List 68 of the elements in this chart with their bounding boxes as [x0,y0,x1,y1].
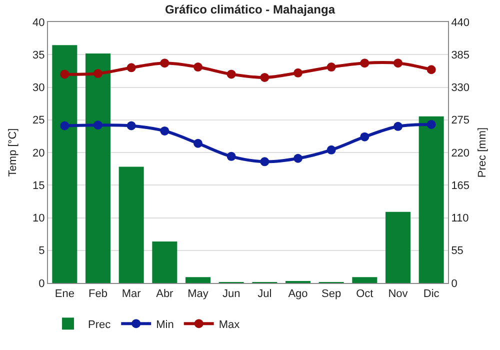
x-tick-label: Abr [156,288,174,300]
y-tick-label: 10 [32,212,45,225]
point [326,62,336,72]
point [194,62,202,72]
point [426,65,436,74]
point [294,154,302,163]
y2-tick-label: 275 [451,114,470,127]
point [94,69,102,78]
bar [118,166,144,283]
point [60,70,70,79]
x-tick-label: Ene [54,288,74,300]
x-tick-label: May [188,288,209,300]
y2-tick-label: 55 [451,245,464,258]
y-tick-label: 5 [38,245,45,258]
point [294,68,302,78]
point [260,157,270,166]
bar [186,277,210,283]
bar [52,45,78,283]
y2-tick-label: 385 [451,49,470,62]
y2-tick-label: 110 [451,212,469,225]
y-tick-label: 40 [32,16,45,29]
x-tick-label: Sep [322,288,342,300]
point [394,58,402,68]
y-tick-label: 20 [32,147,45,160]
y-tick-label: 15 [32,180,45,192]
point [126,121,136,130]
y-axis-title: Temp [°C] [7,128,19,177]
bar [352,277,378,283]
bar [386,212,410,283]
x-tick-label: Mar [122,288,142,300]
point [94,120,102,130]
x-tick-label: Feb [88,288,108,300]
point [226,152,236,161]
point [360,132,370,142]
point [360,58,370,68]
chart-title: Gráfico climático - Mahajanga [164,2,336,17]
point [426,120,436,129]
y2-tick-label: 440 [451,16,470,29]
point [326,145,336,154]
y2-tick-label: 0 [451,278,458,290]
point [394,122,402,131]
point [60,121,70,130]
x-tick-label: Dic [423,288,440,300]
point [160,58,170,68]
point [126,63,136,72]
legend-label: Prec [88,318,112,331]
bar [152,241,178,283]
bar [418,116,444,283]
point [194,138,202,148]
y-tick-label: 35 [32,49,45,62]
y2-tick-label: 330 [451,82,470,94]
bar [86,53,110,283]
x-tick-label: Nov [388,288,408,300]
x-tick-label: Oct [356,288,374,300]
point [226,70,236,79]
y2-tick-label: 220 [451,147,470,160]
x-tick-label: Ago [288,288,308,300]
y-tick-label: 0 [38,278,45,290]
y-tick-label: 25 [32,114,45,127]
y-tick-label: 30 [32,82,45,94]
x-tick-label: Jun [222,288,240,300]
legend-label: Min [156,318,174,331]
legend-label: Max [218,318,240,331]
x-tick-label: Jul [258,288,272,300]
y2-tick-label: 165 [451,180,470,192]
point [160,126,170,136]
y2-axis-title: Prec [mm] [476,127,488,178]
point [260,72,270,82]
